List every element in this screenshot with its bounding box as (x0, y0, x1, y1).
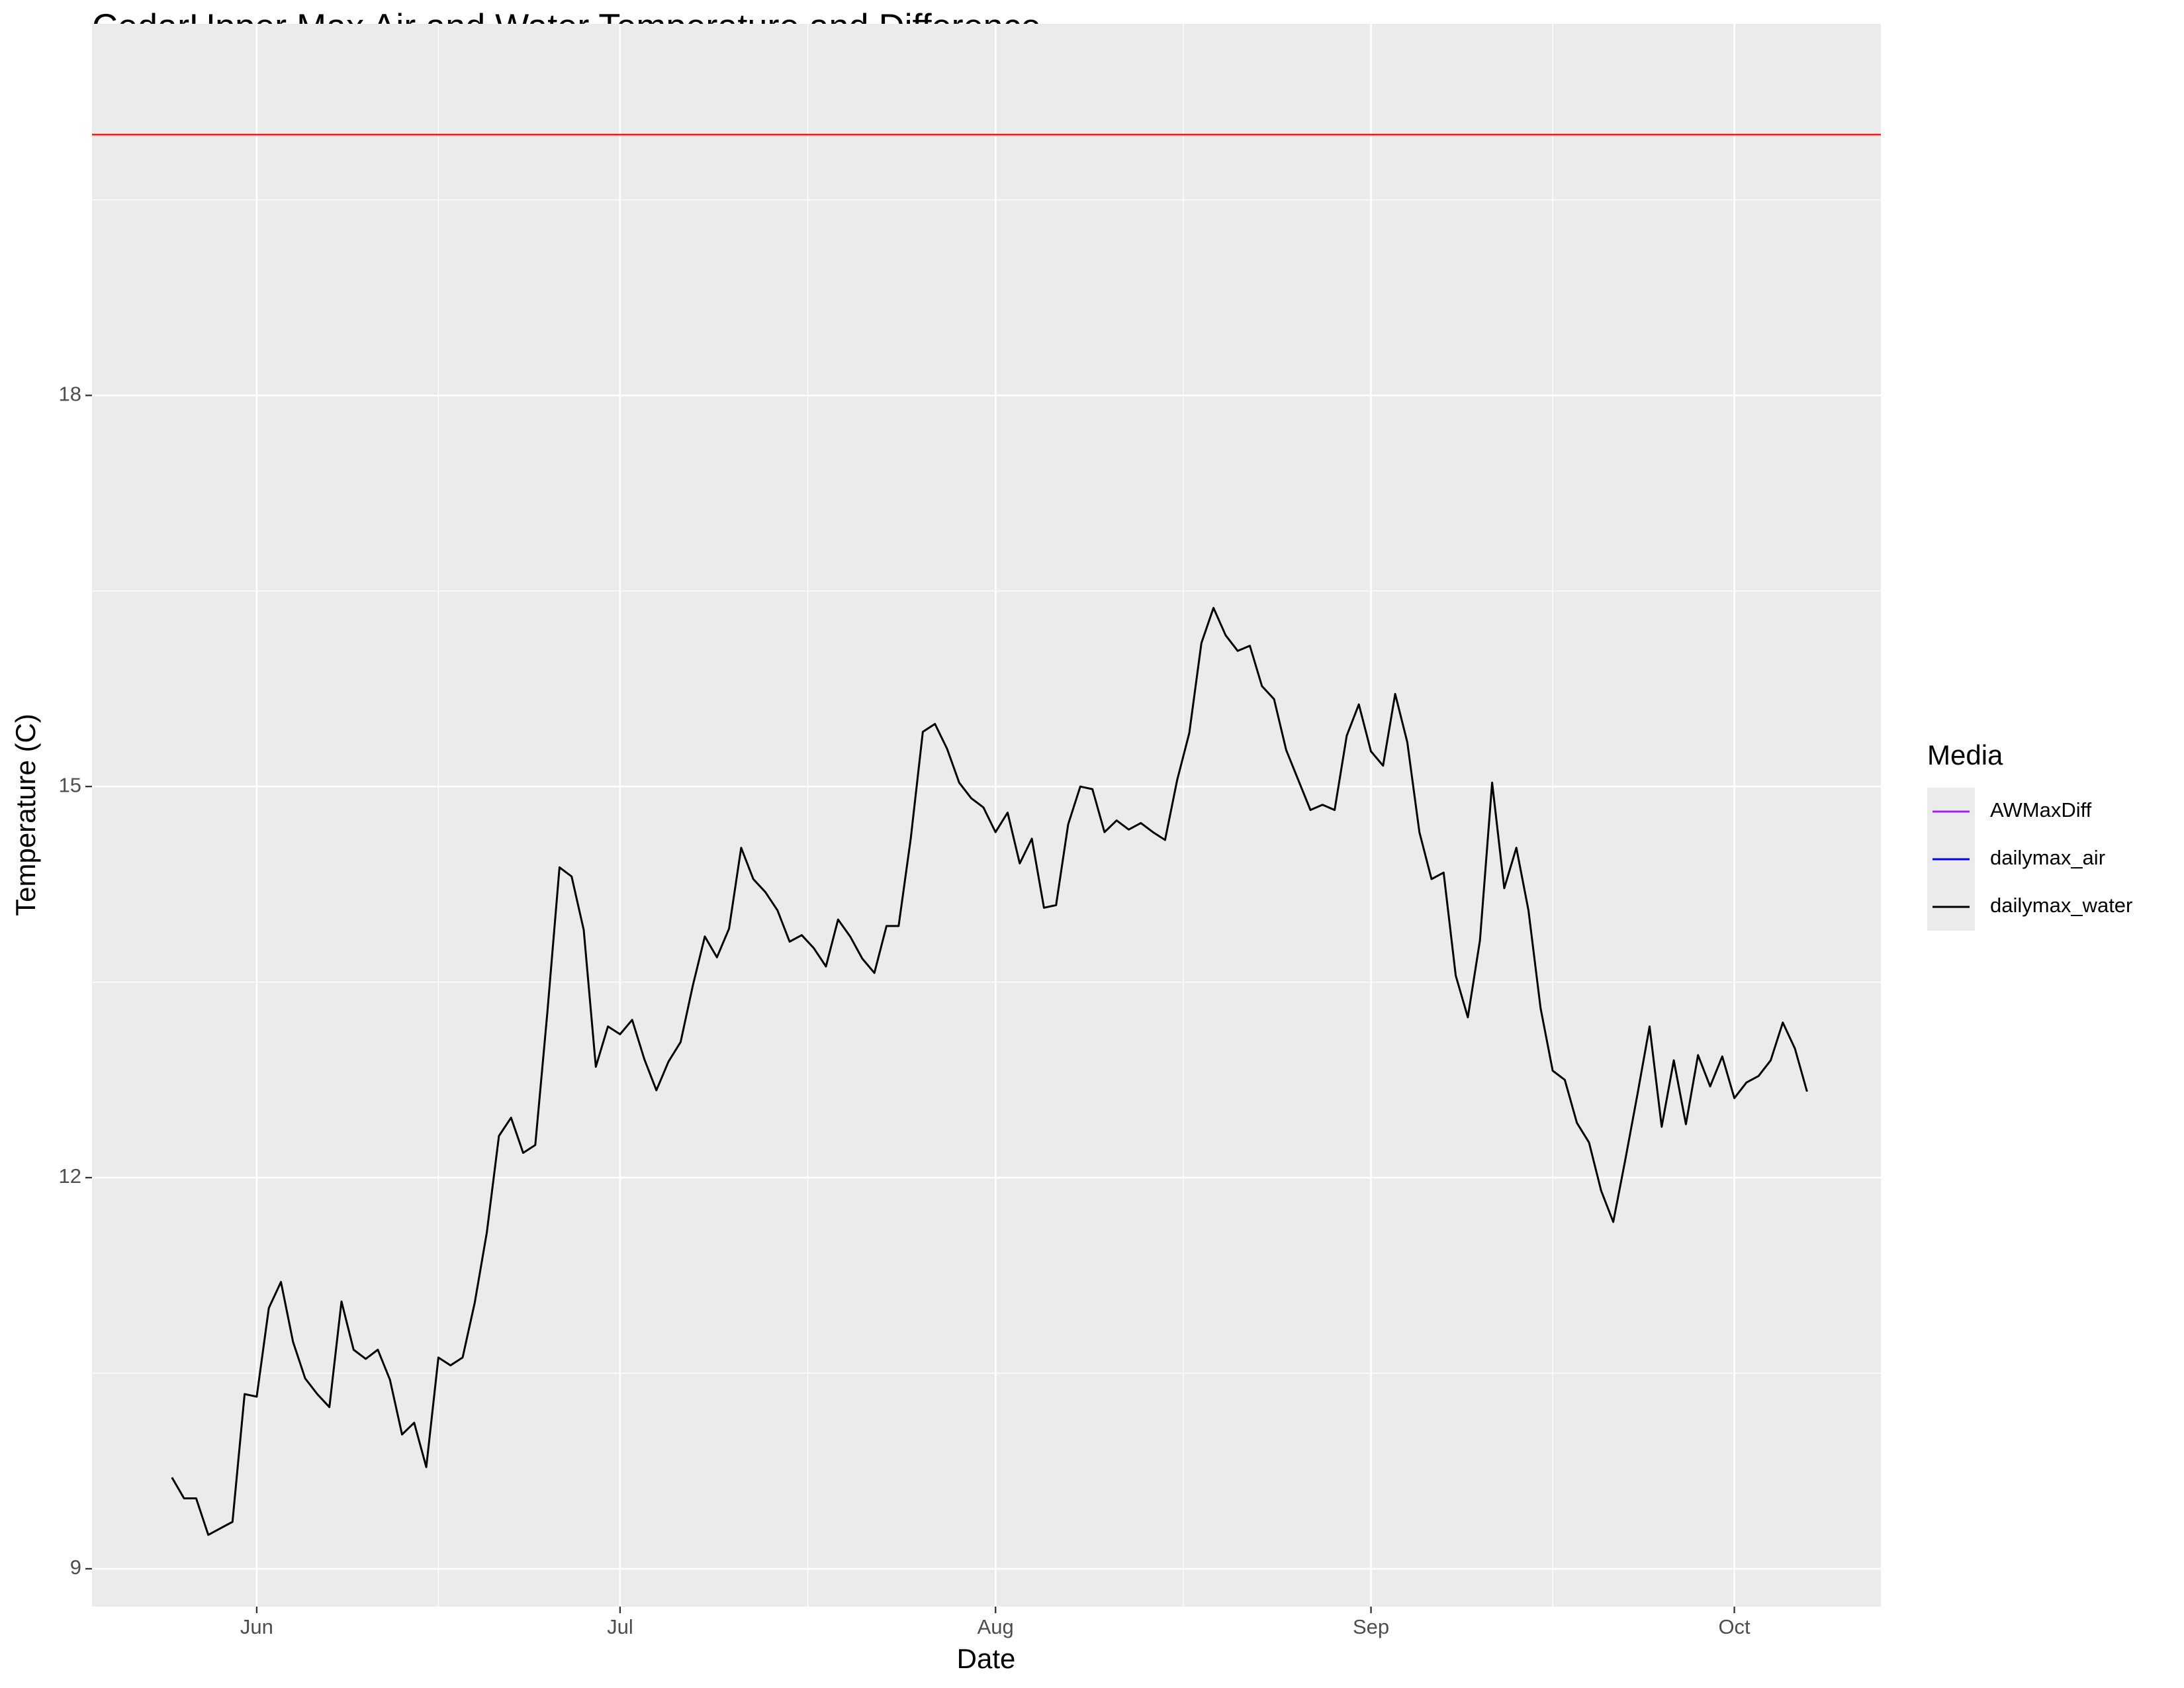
legend-label: dailymax_water (1990, 894, 2132, 917)
legend-label: dailymax_air (1990, 846, 2105, 869)
y-tick-label: 12 (59, 1164, 81, 1188)
y-tick-label: 15 (59, 773, 81, 796)
y-tick-label: 18 (59, 383, 81, 406)
x-tick-label: Sep (1353, 1615, 1389, 1638)
x-axis-title: Date (957, 1643, 1016, 1674)
x-tick-label: Jul (607, 1615, 633, 1638)
legend-title: Media (1927, 739, 2003, 771)
legend-label: AWMaxDiff (1990, 798, 2092, 821)
y-tick-label: 9 (70, 1556, 81, 1579)
x-tick-label: Aug (978, 1615, 1014, 1638)
x-tick-label: Oct (1718, 1615, 1751, 1638)
x-tick-label: Jun (240, 1615, 273, 1638)
y-axis-title: Temperature (C) (10, 714, 41, 916)
data-line (171, 606, 1808, 1536)
